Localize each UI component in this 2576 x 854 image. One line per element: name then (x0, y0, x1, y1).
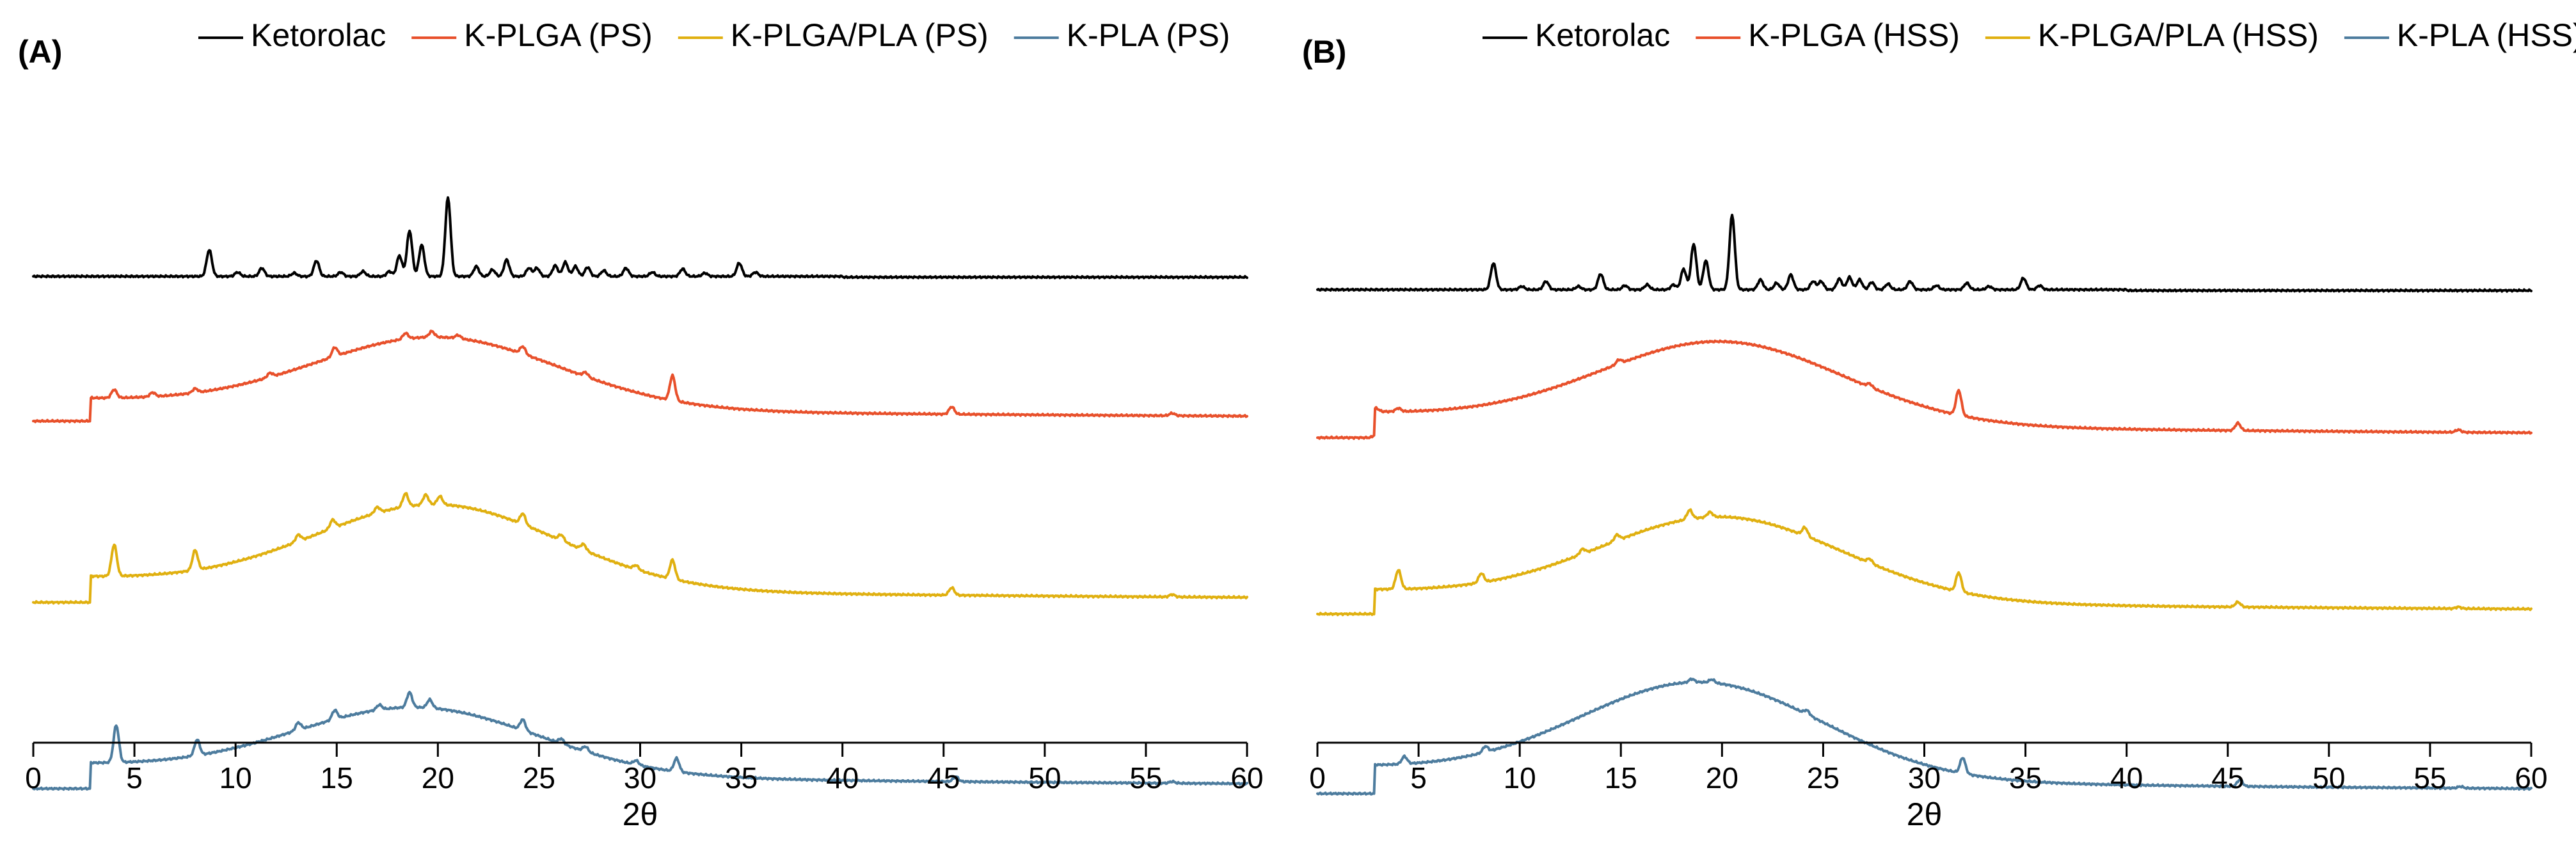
legend-label-k-pla-ps: K-PLA (PS) (1067, 17, 1230, 53)
panel-b-x-tick-label: 35 (2009, 761, 2042, 795)
legend-label-k-plga-pla-ps: K-PLGA/PLA (PS) (731, 17, 989, 53)
panel-a-x-tick-label: 15 (321, 761, 353, 795)
panel-b-x-tick-label: 45 (2211, 761, 2244, 795)
panel-b-x-tick-label: 15 (1605, 761, 1637, 795)
trace-k-plga-pla-hss (1316, 508, 2532, 617)
panel-a-x-tick-label: 0 (25, 761, 42, 795)
panel-a-x-tick-label: 5 (126, 761, 143, 795)
panel-a: (A) Ketorolac K-PLGA (PS) K-PLGA/PLA (PS) K… (18, 17, 1264, 832)
trace-k-plga-hss (1316, 339, 2532, 440)
trace-ketorolac (1316, 214, 2532, 293)
panel-a-x-tick-label: 20 (422, 761, 454, 795)
panel-b-x-tick-label: 25 (1807, 761, 1840, 795)
panel-a-x-tick-label: 35 (725, 761, 758, 795)
trace-k-plga-pla-ps (32, 492, 1248, 605)
panel-a-x-tick-label: 55 (1129, 761, 1162, 795)
trace-k-plga-ps (32, 329, 1248, 423)
panel-a-x-axis-title: 2θ (623, 796, 658, 832)
trace-k-pla-hss (1316, 677, 2532, 796)
panel-b-legend: Ketorolac K-PLGA (HSS) K-PLGA/PLA (HSS) K-P… (1483, 17, 2576, 53)
panel-a-x-tick-label: 50 (1028, 761, 1061, 795)
panel-b-x-tick-label: 55 (2413, 761, 2446, 795)
panel-b-x-tick-label: 10 (1504, 761, 1536, 795)
panel-a-x-tick-label: 30 (624, 761, 656, 795)
legend-label-k-pla-hss: K-PLA (HSS) (2397, 17, 2576, 53)
panel-b: (B) Ketorolac K-PLGA (HSS) K-PLGA/PLA (HSS… (1302, 17, 2576, 832)
panel-a-traces (32, 196, 1248, 791)
legend-label-k-plga-hss: K-PLGA (HSS) (1748, 17, 1960, 53)
panel-a-x-axis: 0 5 10 15 20 25 30 35 40 45 50 55 60 (25, 741, 1264, 795)
panel-a-x-tick-label: 45 (927, 761, 960, 795)
panel-b-x-tick-label: 50 (2312, 761, 2345, 795)
panel-a-x-tick-label: 25 (523, 761, 555, 795)
panel-b-x-axis: 0 5 10 15 20 25 30 35 40 45 50 55 60 (1309, 741, 2548, 795)
legend-label-ketorolac: Ketorolac (251, 17, 386, 53)
panel-b-x-tick-label: 5 (1410, 761, 1427, 795)
panel-a-x-tick-label: 60 (1230, 761, 1263, 795)
panel-b-traces (1316, 214, 2532, 796)
legend-label-k-plga-pla-hss: K-PLGA/PLA (HSS) (2038, 17, 2319, 53)
legend-label-k-plga-ps: K-PLGA (PS) (464, 17, 653, 53)
panel-b-x-tick-label: 60 (2515, 761, 2547, 795)
panel-b-label: (B) (1302, 34, 1346, 70)
panel-a-label: (A) (18, 34, 62, 70)
panel-a-x-tick-label: 10 (219, 761, 252, 795)
panel-b-x-tick-label: 30 (1908, 761, 1941, 795)
trace-ketorolac (32, 196, 1248, 280)
panel-a-legend: Ketorolac K-PLGA (PS) K-PLGA/PLA (PS) K-PLA… (198, 17, 1230, 53)
panel-a-x-tick-label: 40 (826, 761, 859, 795)
panel-b-x-tick-label: 20 (1706, 761, 1738, 795)
legend-label-ketorolac: Ketorolac (1535, 17, 1670, 53)
panel-b-x-tick-label: 0 (1309, 761, 1326, 795)
panel-b-x-axis-title: 2θ (1907, 796, 1943, 832)
panel-b-x-tick-label: 40 (2110, 761, 2143, 795)
